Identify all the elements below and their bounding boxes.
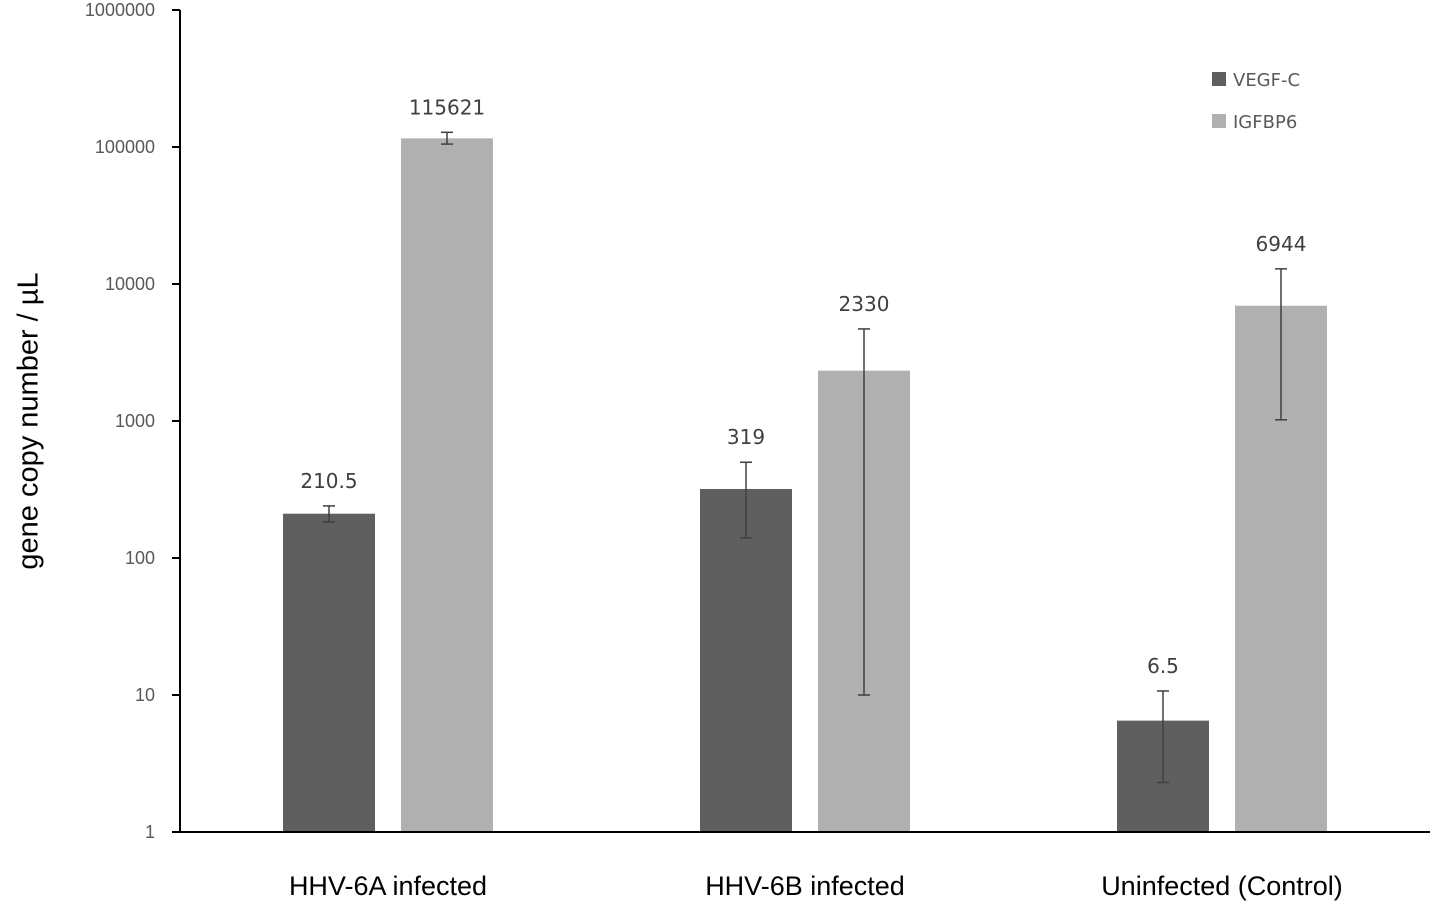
category-label: HHV-6B infected (705, 871, 905, 901)
legend-swatch (1212, 72, 1226, 86)
data-label: 6.5 (1147, 654, 1179, 678)
data-label: 115621 (409, 95, 485, 119)
bar-igfbp6 (401, 138, 493, 833)
data-label: 6944 (1256, 232, 1307, 256)
y-tick-label: 1000000 (85, 0, 155, 20)
legend-label: IGFBP6 (1233, 112, 1297, 133)
data-label: 2330 (839, 292, 890, 316)
y-tick-label: 10 (135, 685, 155, 705)
y-tick-label: 100000 (95, 137, 155, 157)
data-label: 210.5 (300, 469, 357, 493)
category-label: HHV-6A infected (289, 871, 487, 901)
y-tick-label: 100 (125, 548, 155, 568)
y-tick-label: 1000 (115, 411, 155, 431)
category-label: Uninfected (Control) (1101, 871, 1343, 901)
bar-vegf-c (700, 488, 792, 832)
y-tick-label: 1 (145, 822, 155, 842)
legend-swatch (1212, 114, 1226, 128)
bar-vegf-c (283, 513, 375, 832)
y-axis-label: gene copy number / µL (13, 272, 45, 569)
y-tick-label: 10000 (105, 274, 155, 294)
legend-label: VEGF-C (1233, 70, 1300, 91)
data-label: 319 (727, 425, 765, 449)
